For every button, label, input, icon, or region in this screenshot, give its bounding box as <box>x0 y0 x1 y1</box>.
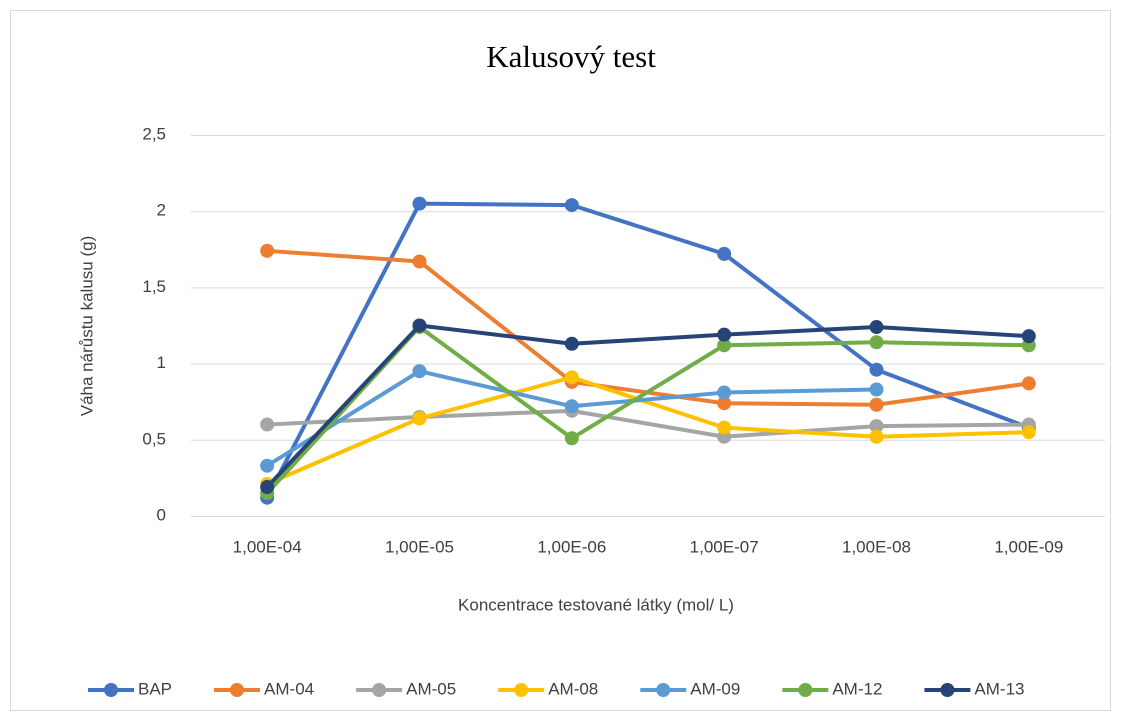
marker <box>564 370 579 385</box>
legend-label: AM-04 <box>264 679 314 698</box>
marker <box>564 336 579 351</box>
legend-label: BAP <box>138 679 172 698</box>
marker <box>869 429 884 444</box>
legend-label: AM-08 <box>548 679 598 698</box>
legend: BAP AM-04 AM-05 AM-08 AM-09 AM-12 AM-13 <box>88 679 1025 698</box>
x-tick-label: 1,00E-04 <box>233 537 302 556</box>
marker <box>260 243 275 258</box>
y-tick-label: 0 <box>157 505 166 524</box>
y-tick-label: 1 <box>157 353 166 372</box>
marker <box>717 327 732 342</box>
marker <box>869 419 884 434</box>
series-line <box>265 408 1031 439</box>
x-tick-label: 1,00E-07 <box>690 537 759 556</box>
legend-marker <box>372 683 387 697</box>
marker <box>1021 425 1036 440</box>
grid <box>191 135 1105 517</box>
marker <box>412 411 427 426</box>
legend-marker <box>104 683 118 697</box>
marker <box>717 420 732 435</box>
chart-title: Kalusový test <box>486 39 656 74</box>
legend-label: AM-09 <box>690 679 740 698</box>
legend-marker <box>230 683 245 697</box>
marker <box>564 198 579 213</box>
series-line <box>265 323 1031 490</box>
y-tick-label: 2,5 <box>142 124 166 143</box>
marker <box>564 431 579 446</box>
y-tick-label: 0,5 <box>142 429 166 448</box>
y-axis-label: Váha nárůstu kalusu (g) <box>77 236 96 417</box>
chart-border <box>10 10 1111 711</box>
x-axis-label: Koncentrace testované látky (mol/ L) <box>458 595 734 614</box>
marker <box>564 399 579 414</box>
marker <box>412 364 427 379</box>
legend-marker <box>656 683 671 697</box>
marker <box>869 320 884 335</box>
legend-label: AM-13 <box>974 679 1024 698</box>
y-tick-label: 1,5 <box>142 277 166 296</box>
legend-label: AM-12 <box>832 679 882 698</box>
marker <box>869 382 884 397</box>
marker <box>260 458 275 473</box>
legend-marker <box>940 683 955 697</box>
marker <box>717 385 732 400</box>
x-tick-label: 1,00E-06 <box>537 537 606 556</box>
marker <box>1021 376 1036 391</box>
legend-label: AM-05 <box>406 679 456 698</box>
marker <box>869 362 884 377</box>
marker <box>260 480 275 495</box>
x-tick-label: 1,00E-05 <box>385 537 454 556</box>
marker <box>869 335 884 350</box>
marker <box>1021 329 1036 344</box>
x-tick-label: 1,00E-09 <box>994 537 1063 556</box>
marker <box>717 338 732 353</box>
marker <box>412 196 427 211</box>
marker <box>412 318 427 333</box>
y-tick-label: 2 <box>157 201 166 220</box>
legend-marker <box>798 683 813 697</box>
series-line <box>265 201 1031 500</box>
marker <box>717 396 732 411</box>
marker <box>717 246 732 261</box>
legend-marker <box>514 683 529 697</box>
marker <box>412 254 427 269</box>
marker <box>869 397 884 412</box>
marker <box>260 417 275 432</box>
plot-area <box>260 196 1036 505</box>
series-line <box>265 375 1031 486</box>
x-tick-label: 1,00E-08 <box>842 537 911 556</box>
